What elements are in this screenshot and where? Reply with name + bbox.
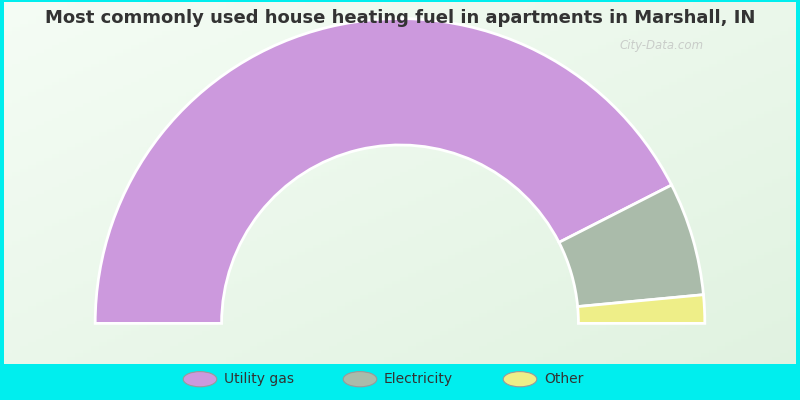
Text: Most commonly used house heating fuel in apartments in Marshall, IN: Most commonly used house heating fuel in… bbox=[45, 9, 755, 27]
Text: City-Data.com: City-Data.com bbox=[619, 39, 703, 52]
Ellipse shape bbox=[183, 372, 217, 387]
Text: Other: Other bbox=[544, 372, 583, 386]
Wedge shape bbox=[578, 295, 705, 323]
Wedge shape bbox=[95, 18, 671, 323]
Ellipse shape bbox=[503, 372, 537, 387]
Text: Utility gas: Utility gas bbox=[224, 372, 294, 386]
Wedge shape bbox=[559, 185, 703, 307]
Ellipse shape bbox=[343, 372, 377, 387]
Text: Electricity: Electricity bbox=[384, 372, 453, 386]
